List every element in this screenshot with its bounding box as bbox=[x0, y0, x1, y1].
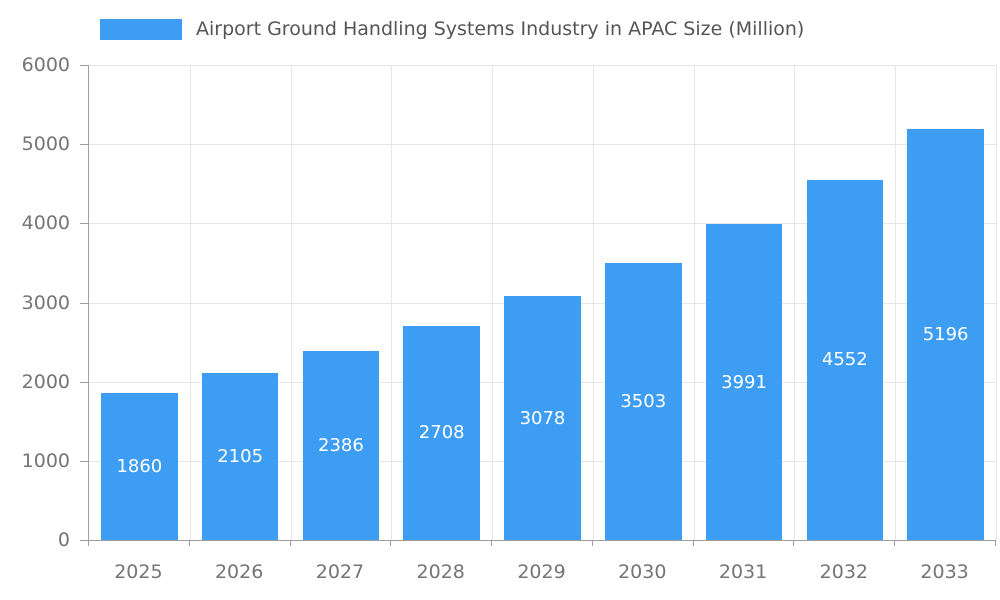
x-gridline bbox=[290, 65, 292, 540]
y-tick-mark bbox=[80, 460, 88, 462]
x-gridline bbox=[592, 65, 594, 540]
bar-2031[interactable]: 3991 bbox=[705, 224, 783, 540]
y-axis-tick-label: 6000 bbox=[21, 54, 70, 76]
bar-value-label: 3503 bbox=[620, 390, 667, 412]
x-tick-mark bbox=[289, 540, 291, 546]
bar-2030[interactable]: 3503 bbox=[604, 262, 682, 540]
x-tick-mark bbox=[894, 540, 896, 546]
x-axis-tick-label: 2031 bbox=[718, 561, 768, 583]
x-gridline bbox=[693, 65, 695, 540]
y-gridline bbox=[89, 144, 996, 146]
bar-value-label: 3991 bbox=[721, 371, 767, 393]
x-tick-mark bbox=[793, 540, 795, 546]
x-axis-tick-label: 2027 bbox=[315, 561, 365, 583]
x-axis-tick-label: 2030 bbox=[618, 561, 667, 583]
x-tick-mark bbox=[591, 540, 593, 546]
y-axis-tick-label: 2000 bbox=[21, 370, 70, 393]
x-gridline bbox=[492, 65, 494, 540]
x-gridline bbox=[895, 65, 897, 540]
x-tick-mark bbox=[390, 540, 392, 546]
x-tick-mark bbox=[692, 540, 694, 546]
x-tick-mark bbox=[88, 540, 89, 546]
bar-2032[interactable]: 4552 bbox=[806, 179, 884, 540]
bar-value-label: 2386 bbox=[318, 435, 364, 457]
bar-2033[interactable]: 5196 bbox=[907, 128, 984, 540]
bar-value-label: 5196 bbox=[922, 323, 969, 345]
bar-2026[interactable]: 2105 bbox=[201, 373, 279, 540]
x-axis-tick-label: 2028 bbox=[416, 561, 465, 583]
y-gridline bbox=[89, 65, 996, 66]
x-gridline bbox=[794, 65, 796, 540]
x-tick-mark bbox=[995, 540, 996, 546]
x-axis-tick-label: 2025 bbox=[114, 561, 163, 583]
y-tick-mark bbox=[80, 302, 88, 304]
bar-2028[interactable]: 2708 bbox=[403, 325, 480, 540]
x-axis-tick-label: 2032 bbox=[819, 561, 868, 583]
bar-value-label: 3078 bbox=[519, 407, 566, 429]
x-gridline bbox=[996, 65, 997, 540]
y-axis-tick-label: 4000 bbox=[21, 212, 70, 235]
bar-value-label: 4552 bbox=[821, 349, 868, 371]
bar-value-label: 2105 bbox=[217, 446, 264, 468]
bar-2029[interactable]: 3078 bbox=[504, 296, 581, 540]
bar-value-label: 2708 bbox=[418, 422, 465, 444]
bar-2025[interactable]: 1860 bbox=[101, 392, 178, 540]
y-axis-tick-label: 3000 bbox=[21, 291, 70, 314]
legend[interactable]: Airport Ground Handling Systems Industry… bbox=[100, 18, 804, 40]
x-axis-tick-label: 2029 bbox=[517, 561, 566, 583]
y-axis-tick-label: 5000 bbox=[21, 133, 70, 156]
plot-area: 1860 2105 2386 2708 3078 3503 3991 4552 5196 bbox=[88, 65, 997, 541]
y-tick-mark bbox=[80, 381, 88, 383]
x-tick-mark bbox=[491, 540, 493, 546]
bar-value-label: 1860 bbox=[116, 455, 163, 477]
y-tick-mark bbox=[80, 540, 88, 541]
y-axis-tick-label: 0 bbox=[57, 529, 70, 551]
y-tick-mark bbox=[80, 144, 88, 146]
x-gridline bbox=[189, 65, 191, 540]
chart-title: Airport Ground Handling Systems Industry… bbox=[196, 18, 805, 40]
x-tick-mark bbox=[188, 540, 190, 546]
x-axis-tick-label: 2026 bbox=[214, 561, 264, 583]
y-gridline bbox=[89, 223, 996, 225]
bar-2027[interactable]: 2386 bbox=[302, 351, 380, 540]
x-gridline bbox=[391, 65, 393, 540]
x-axis-tick-label: 2033 bbox=[920, 561, 969, 583]
legend-swatch bbox=[100, 18, 182, 40]
y-tick-mark bbox=[80, 65, 88, 66]
y-tick-mark bbox=[80, 223, 88, 225]
y-axis-tick-label: 1000 bbox=[21, 449, 70, 472]
